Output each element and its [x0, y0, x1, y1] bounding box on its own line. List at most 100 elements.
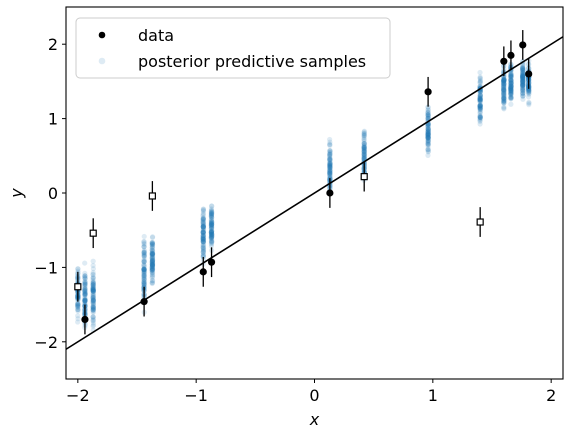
- posterior-sample-point: [477, 97, 483, 103]
- posterior-sample-point: [200, 224, 206, 230]
- posterior-sample-point: [149, 266, 155, 273]
- posterior-sample-point: [327, 163, 333, 169]
- posterior-sample-point: [82, 273, 88, 279]
- posterior-sample-point: [141, 239, 147, 245]
- posterior-sample-point: [149, 244, 155, 250]
- posterior-sample-point: [501, 96, 507, 102]
- posterior-sample-point: [200, 220, 206, 226]
- posterior-sample-point: [208, 208, 214, 214]
- posterior-sample-point: [508, 75, 514, 81]
- posterior-sample-point: [501, 77, 507, 83]
- posterior-sample-point: [149, 265, 155, 271]
- posterior-sample-point: [209, 221, 215, 227]
- posterior-sample-point: [508, 74, 514, 80]
- posterior-sample-point: [501, 79, 507, 85]
- posterior-sample-point: [361, 153, 367, 159]
- posterior-sample-point: [501, 85, 507, 91]
- posterior-sample-point: [519, 82, 526, 89]
- posterior-sample-point: [200, 236, 206, 242]
- posterior-sample-point: [200, 227, 206, 233]
- posterior-sample-point: [501, 83, 507, 89]
- posterior-sample-point: [361, 149, 367, 155]
- posterior-sample-point: [141, 253, 147, 260]
- posterior-sample-point: [141, 267, 147, 273]
- posterior-sample-point: [501, 77, 507, 83]
- posterior-sample-point: [361, 149, 367, 155]
- legend-marker-posterior: [98, 57, 106, 65]
- posterior-sample-point: [361, 149, 367, 155]
- posterior-sample-point: [501, 76, 507, 83]
- fit-line: [65, 36, 564, 350]
- posterior-sample-point: [200, 229, 206, 235]
- posterior-sample-point: [141, 267, 147, 273]
- posterior-sample-point: [501, 91, 507, 97]
- posterior-sample-point: [508, 95, 514, 101]
- posterior-sample-point: [501, 99, 507, 105]
- posterior-sample-point: [327, 152, 333, 158]
- posterior-sample-point: [508, 84, 514, 90]
- posterior-sample-point: [361, 151, 367, 157]
- posterior-sample-point: [520, 67, 526, 74]
- posterior-sample-point: [477, 99, 483, 105]
- posterior-sample-point: [149, 252, 155, 258]
- posterior-sample-point: [149, 245, 155, 251]
- posterior-sample-point: [508, 101, 514, 107]
- posterior-sample-point: [90, 314, 96, 320]
- posterior-sample-point: [208, 212, 215, 218]
- posterior-sample-point: [208, 211, 215, 217]
- posterior-sample-point: [425, 123, 431, 130]
- posterior-sample-point: [149, 264, 155, 270]
- posterior-sample-point: [501, 90, 507, 97]
- posterior-sample-point: [82, 280, 88, 286]
- posterior-sample-point: [75, 303, 81, 309]
- posterior-sample-point: [520, 91, 526, 97]
- posterior-sample-point: [200, 221, 206, 227]
- posterior-sample-point: [425, 131, 431, 137]
- posterior-sample-point: [526, 86, 532, 93]
- posterior-sample-point: [82, 285, 88, 291]
- posterior-sample-point: [361, 154, 367, 160]
- posterior-sample-point: [520, 71, 526, 77]
- posterior-sample-point: [90, 286, 96, 293]
- posterior-sample-point: [90, 266, 97, 272]
- posterior-sample-point: [200, 216, 207, 222]
- posterior-sample-point: [200, 229, 207, 235]
- posterior-sample-point: [75, 319, 81, 325]
- posterior-sample-point: [90, 285, 96, 291]
- posterior-sample-point: [526, 87, 532, 93]
- posterior-sample-point: [141, 248, 147, 255]
- posterior-sample-point: [508, 95, 514, 101]
- posterior-sample-point: [425, 125, 431, 132]
- posterior-sample-point: [200, 210, 206, 216]
- posterior-sample-point: [520, 78, 526, 84]
- posterior-sample-point: [327, 165, 333, 171]
- posterior-sample-point: [425, 134, 431, 140]
- posterior-sample-point: [75, 300, 81, 307]
- posterior-sample-point: [508, 90, 514, 96]
- posterior-sample-point: [519, 74, 526, 80]
- posterior-sample-point: [200, 219, 206, 225]
- posterior-sample-point: [75, 307, 81, 313]
- posterior-sample-point: [477, 114, 483, 120]
- posterior-sample-point: [477, 93, 483, 100]
- posterior-sample-point: [200, 249, 206, 255]
- posterior-sample-point: [90, 295, 96, 301]
- posterior-sample-point: [90, 302, 97, 308]
- posterior-sample-point: [425, 131, 431, 137]
- posterior-sample-point: [90, 286, 96, 292]
- legend-marker-data: [98, 31, 106, 39]
- posterior-sample-point: [149, 262, 156, 268]
- posterior-sample-point: [90, 292, 96, 298]
- posterior-sample-point: [141, 264, 147, 270]
- posterior-sample-point: [149, 251, 155, 257]
- posterior-sample-point: [141, 281, 147, 287]
- posterior-sample-point: [520, 72, 526, 78]
- posterior-sample-point: [477, 114, 483, 120]
- posterior-sample-point: [208, 225, 215, 231]
- posterior-sample-point: [149, 241, 156, 247]
- posterior-sample-point: [501, 87, 507, 93]
- posterior-sample-point: [508, 86, 514, 92]
- posterior-sample-point: [209, 219, 215, 225]
- posterior-sample-point: [208, 217, 215, 223]
